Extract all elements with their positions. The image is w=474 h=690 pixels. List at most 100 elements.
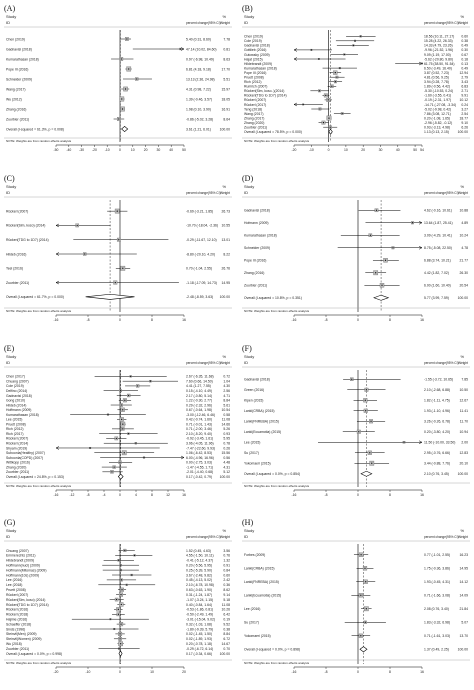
overall-weight-text: 100.00 [220,127,230,131]
estimate-text: 2.95 (-0.76, 6.66) [424,451,450,455]
estimate-text: 3.44 (-0.88, 7.76) [424,462,450,466]
study-label: Yokomaeri (2015) [244,462,271,466]
point-estimate [122,423,124,425]
panel-label: (F) [242,344,252,353]
estimate-text: 4.31 (0.98, 7.22) [186,87,211,91]
point-estimate [331,85,333,87]
point-estimate [131,574,133,576]
estimate-text: -2.96 (-5.82, -0.12) [424,121,452,125]
x-tick-label: 0 [119,148,121,152]
estimate-text: 4.81 (0.56, 9.25) [424,75,449,79]
study-label: Suboonla(COPD) (2007) [6,456,43,460]
overall-weight-text: 100.00 [458,296,468,300]
study-label: Hildeb (2014) [6,403,26,407]
x-tick-label: 0 [119,318,121,322]
estimate-text: -5.30 (-10.53, 0.24) [424,89,453,93]
weight-text: 0.13 [461,62,468,66]
overall-weight-text: 100.00 [220,295,230,299]
x-tick-label: 0 [357,318,359,322]
estimate-text: 0.71 (-0.01, 1.43) [186,422,212,426]
point-estimate [136,78,138,80]
header-weight-pct: % [222,14,226,19]
x-tick-label: 8 [389,493,391,497]
point-estimate [115,437,117,440]
weight-text: 0.60 [461,35,468,39]
study-label: Kipen (2015) [244,399,263,403]
x-tick-label: -20 [92,148,97,152]
overall-label: Overall (I-squared = 10.8%, p = 0.351) [244,296,302,300]
estimate-text: -0.29 (-6.72, 6.14) [186,647,213,651]
point-estimate [384,259,387,261]
estimate-text: 6.00 (-4.96, 16.96) [186,456,214,460]
point-estimate [107,413,109,416]
weight-text: 3.56 [223,549,230,553]
header-id: ID [244,534,248,539]
estimate-text: 7.60 (0.66, 14.50) [186,379,213,383]
estimate-text: -0.41 (-5.12, 4.37) [186,559,213,563]
header-study: Study [6,528,16,533]
overall-diamond [121,126,129,132]
x-tick-label: -50 [54,148,59,152]
point-estimate [336,76,338,78]
weight-text: 0.91 [223,563,230,567]
study-label: Gottlieb (2016) [244,48,266,52]
study-label: Zhang (2017) [244,116,264,120]
weight-text: 3.43 [461,80,468,84]
header-weight-pct: % [460,14,464,19]
study-label: Rich (2012) [244,80,262,84]
overall-estimate-text: 1.13 (0.13, 2.15) [424,130,449,134]
study-label: Cole (2019) [6,384,24,388]
estimate-text: 3.96 (-4.05, 11.96) [186,442,214,446]
x-tick-label: 20 [182,670,186,674]
weight-text: 13.70 [460,634,469,638]
ci-arrow-left [55,223,60,228]
point-estimate [352,44,354,46]
study-label: Kumarathasan (2018) [244,66,277,70]
weight-text: 9.52 [223,622,230,626]
point-estimate [369,234,371,236]
estimate-text: 0.70 (-1.04, 2.55) [186,267,212,271]
weight-text: 0.19 [223,617,230,621]
weight-text: 10.55 [222,224,231,228]
header-id: ID [6,534,10,539]
x-tick-label: -10 [105,148,110,152]
overall-label: Overall (I-squared = 61.7%, p = 0.000) [6,295,64,299]
estimate-text: -5.02 (-9.98, 0.42) [424,107,451,111]
x-tick-label: -16 [54,318,59,322]
weight-text: 8.84 [223,399,230,403]
estimate-text: 3.87 (0.52, 7.23) [424,71,449,75]
weight-text: 4.30 [223,384,230,388]
weight-text: 2.71 [461,89,468,93]
x-tick-label: 8 [151,318,153,322]
point-estimate [124,88,127,90]
point-estimate [115,598,118,601]
point-estimate [360,635,362,637]
ci-arrow-left [55,280,60,285]
study-label: Lee (2016) [244,607,260,611]
estimate-text: 1.52 (0.45, 4.63) [186,549,211,553]
weight-text: 0.24 [461,103,468,107]
x-tick-label: -4 [102,493,105,497]
ci-arrow-left [55,446,60,450]
weight-text: 16.23 [460,553,469,557]
study-label: Emmerechts (2011) [6,554,36,558]
study-label: Zuurbier (2011) [6,647,29,651]
weight-text: 16.91 [222,107,231,111]
weight-text: 0.56 [223,456,230,460]
weight-text: 10.24 [460,234,469,238]
point-estimate [351,378,353,380]
study-label: Zhang (2016) [6,107,26,111]
study-label: Chen (2019) [6,37,25,41]
point-estimate [124,399,126,401]
estimate-text: 0.63 (-0.63, 1.90) [186,588,212,592]
ci-arrow-left [293,102,298,107]
weight-text: 0.67 [461,53,468,57]
study-label: Lanki(Ecuamotia) (2015) [244,430,281,434]
estimate-text: 0.31 (-1.24, 1.87) [186,593,212,597]
weight-text: 4.78 [461,246,468,250]
weight-text: 0.30 [461,48,468,52]
overall-weight-text: 100.00 [220,475,230,479]
estimate-text: 14.33 (4.79, 23.26) [424,44,453,48]
